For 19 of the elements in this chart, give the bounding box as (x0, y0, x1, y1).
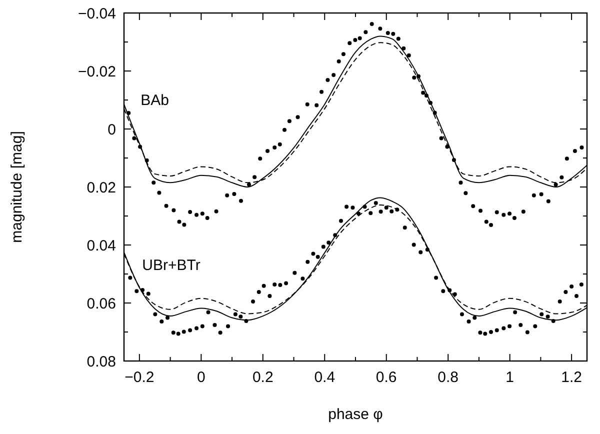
x-tick-label: 0.6 (376, 369, 397, 386)
x-tick-label: 1.2 (561, 369, 582, 386)
y-tick-label: 0.06 (86, 295, 116, 312)
x-tick-label: −0.2 (124, 369, 154, 386)
y-tick-label: 0.02 (86, 179, 116, 196)
y-tick-label: 0.04 (86, 237, 116, 254)
x-tick-label: 1 (506, 369, 514, 386)
series-label: UBr+BTr (142, 256, 200, 274)
x-tick-label: 0 (196, 369, 206, 386)
y-tick-label: 0 (108, 121, 116, 138)
x-tick-label: 0.8 (438, 369, 459, 386)
x-axis-title: phase φ (328, 406, 384, 423)
x-tick-label: 0.4 (314, 369, 336, 386)
x-tick-label: 0.2 (252, 369, 274, 386)
series-label: BAb (140, 92, 169, 110)
y-tick-label: 0.08 (86, 353, 116, 370)
y-tick-label: −0.04 (78, 5, 116, 22)
y-tick-label: −0.02 (78, 63, 116, 80)
y-axis-title: magnitude [mag] (8, 131, 26, 243)
